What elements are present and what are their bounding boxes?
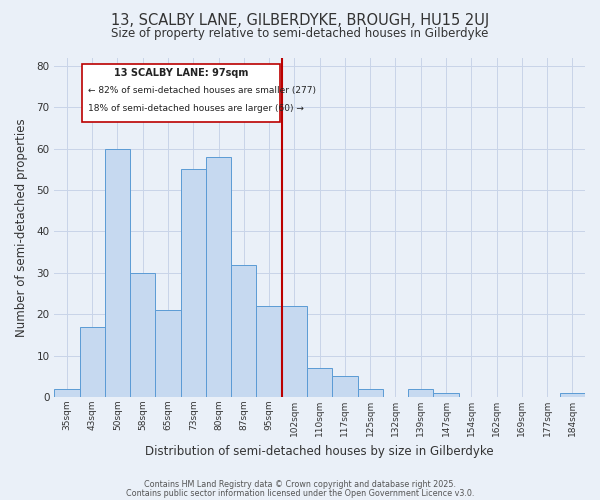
Bar xyxy=(181,170,206,397)
Bar xyxy=(206,157,231,397)
Bar xyxy=(155,310,181,397)
Bar xyxy=(332,376,358,397)
Y-axis label: Number of semi-detached properties: Number of semi-detached properties xyxy=(15,118,28,336)
Text: ← 82% of semi-detached houses are smaller (277): ← 82% of semi-detached houses are smalle… xyxy=(88,86,316,95)
Text: 13, SCALBY LANE, GILBERDYKE, BROUGH, HU15 2UJ: 13, SCALBY LANE, GILBERDYKE, BROUGH, HU1… xyxy=(111,12,489,28)
Bar xyxy=(55,388,80,397)
FancyBboxPatch shape xyxy=(82,64,280,122)
Bar xyxy=(560,393,585,397)
Bar xyxy=(282,306,307,397)
Bar xyxy=(433,393,458,397)
Text: Contains public sector information licensed under the Open Government Licence v3: Contains public sector information licen… xyxy=(126,489,474,498)
Bar xyxy=(231,264,256,397)
Bar xyxy=(358,388,383,397)
Text: 18% of semi-detached houses are larger (60) →: 18% of semi-detached houses are larger (… xyxy=(88,104,304,113)
Bar xyxy=(256,306,282,397)
Bar xyxy=(105,148,130,397)
Bar xyxy=(408,388,433,397)
Text: Size of property relative to semi-detached houses in Gilberdyke: Size of property relative to semi-detach… xyxy=(112,28,488,40)
X-axis label: Distribution of semi-detached houses by size in Gilberdyke: Distribution of semi-detached houses by … xyxy=(145,444,494,458)
Text: Contains HM Land Registry data © Crown copyright and database right 2025.: Contains HM Land Registry data © Crown c… xyxy=(144,480,456,489)
Text: 13 SCALBY LANE: 97sqm: 13 SCALBY LANE: 97sqm xyxy=(114,68,248,78)
Bar xyxy=(80,326,105,397)
Bar xyxy=(130,273,155,397)
Bar xyxy=(307,368,332,397)
